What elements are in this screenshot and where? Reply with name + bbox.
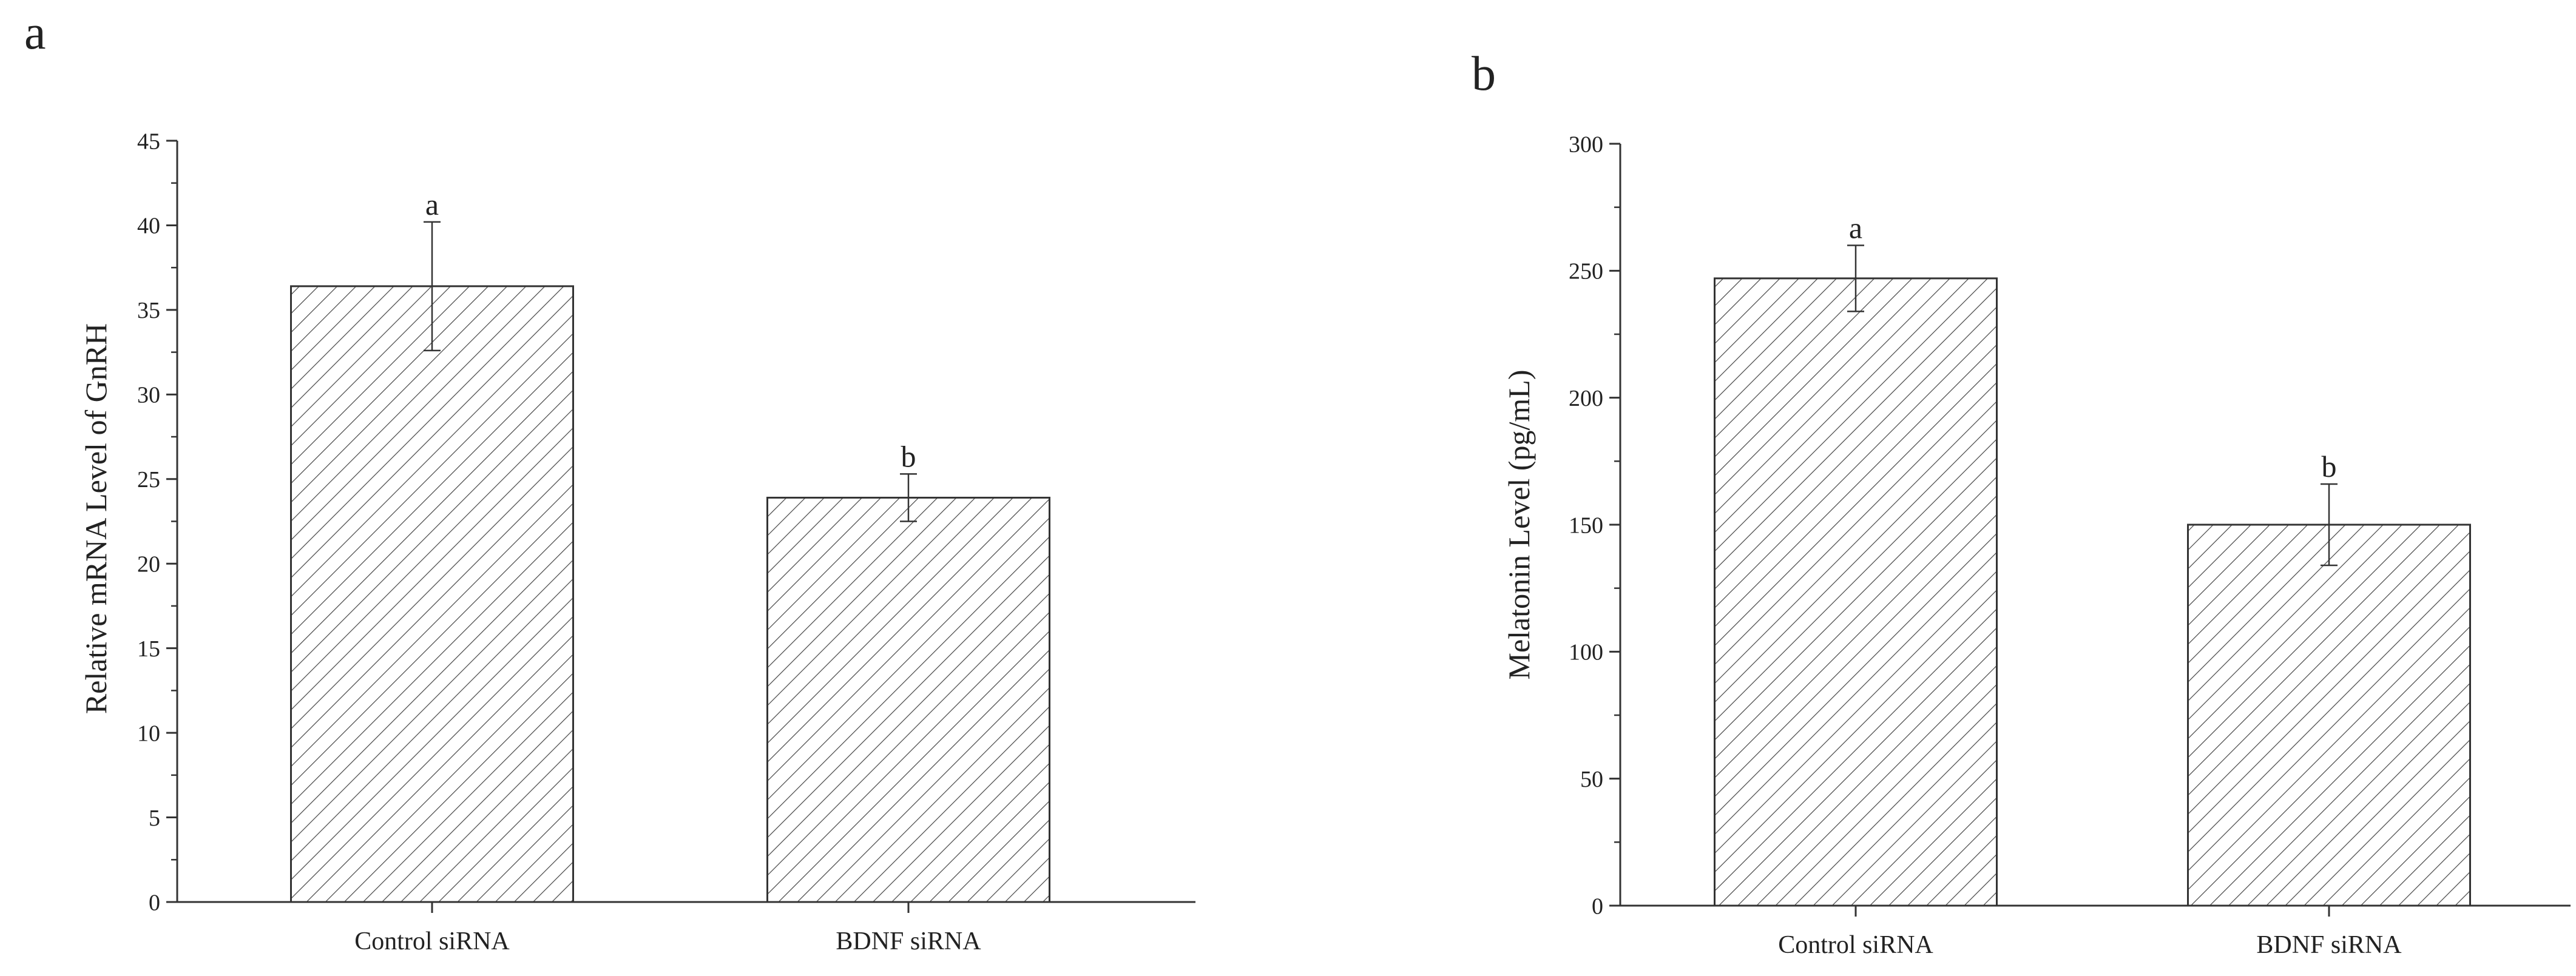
significance-letter: a: [1849, 210, 1862, 244]
bar: [290, 285, 574, 903]
x-tick-label: Control siRNA: [354, 927, 510, 955]
y-tick-label: 40: [137, 214, 160, 239]
y-axis-ticks-a: 0 5 10 15 20 25 30 35 40 45: [137, 129, 177, 915]
y-axis-ticks-b: 0 50 100 150 200 250 300: [1569, 132, 1620, 919]
y-tick-label: 35: [137, 298, 160, 323]
y-tick-label: 45: [137, 129, 160, 154]
y-tick-label: 300: [1569, 132, 1603, 157]
bars-a: [290, 285, 1050, 903]
x-tick-labels-b: Control siRNA BDNF siRNA: [1778, 906, 2402, 959]
x-tick-label: Control siRNA: [1778, 931, 1933, 959]
bar: [766, 496, 1050, 903]
y-axis-title-a: Relative mRNA Level of GnRH: [79, 323, 113, 714]
significance-letter: b: [2322, 449, 2337, 483]
bars-b: [1714, 277, 2471, 907]
y-tick-label: 5: [149, 806, 160, 831]
x-tick-labels-a: Control siRNA BDNF siRNA: [354, 902, 981, 955]
panel-label-a: a: [24, 6, 46, 59]
y-tick-label: 0: [149, 890, 160, 915]
y-tick-label: 30: [137, 383, 160, 408]
axes-b: [1619, 144, 2571, 907]
y-tick-label: 20: [137, 552, 160, 577]
error-bars-a: [424, 221, 917, 522]
bar: [2187, 523, 2471, 907]
error-bars-b: [1847, 244, 2338, 567]
y-tick-label: 250: [1569, 259, 1603, 284]
significance-letters-b: ab: [1849, 210, 2337, 483]
significance-letters-a: ab: [425, 187, 916, 474]
panel-label-b: b: [1472, 47, 1496, 101]
axes-a: [176, 141, 1195, 903]
significance-letter: a: [425, 187, 439, 221]
y-tick-label: 100: [1569, 640, 1603, 665]
y-tick-label: 50: [1580, 767, 1603, 792]
y-axis-title-b: Melatonin Level (pg/mL): [1502, 370, 1536, 680]
y-tick-label: 15: [137, 636, 160, 662]
bar: [1714, 277, 1998, 907]
y-tick-label: 150: [1569, 513, 1603, 538]
x-tick-label: BDNF siRNA: [2256, 931, 2402, 959]
x-tick-label: BDNF siRNA: [836, 927, 981, 955]
y-tick-label: 0: [1592, 894, 1603, 919]
y-tick-label: 200: [1569, 386, 1603, 411]
significance-letter: b: [901, 439, 916, 473]
y-tick-label: 10: [137, 721, 160, 746]
y-tick-label: 25: [137, 467, 160, 493]
